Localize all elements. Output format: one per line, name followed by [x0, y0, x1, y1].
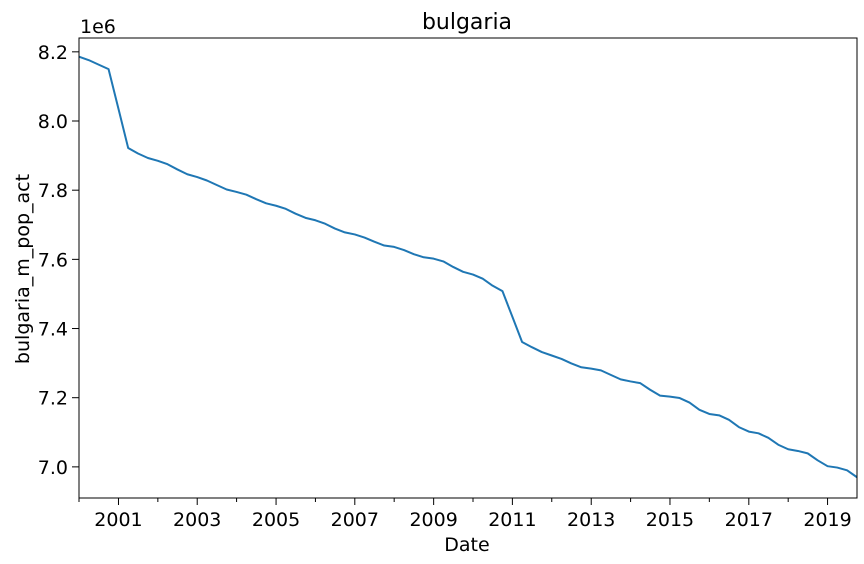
x-tick-label: 2011: [488, 509, 536, 531]
x-tick-label: 2005: [252, 509, 300, 531]
y-tick-label: 7.8: [38, 180, 68, 202]
plot-area: [78, 55, 858, 479]
x-axis: 2001 2003 2005 2007 2009 2011 2013 2015 2017 2019: [78, 498, 852, 531]
y-axis: 7.0 7.2 7.4 7.6 7.8 8.0 8.2: [38, 42, 79, 479]
y-axis-label: bulgaria_m_pop_act: [12, 174, 34, 364]
x-tick-label: 2003: [173, 509, 221, 531]
y-tick-label: 7.0: [38, 457, 68, 479]
x-tick-label: 2015: [646, 509, 694, 531]
x-tick-label: 2019: [803, 509, 851, 531]
plot-frame: [78, 37, 858, 499]
y-tick-label: 8.0: [38, 111, 68, 133]
x-tick-label: 2007: [331, 509, 379, 531]
y-tick-label: 8.2: [38, 42, 68, 64]
x-tick-label: 2013: [567, 509, 615, 531]
y-tick-label: 7.4: [38, 319, 68, 341]
y-tick-label: 7.2: [38, 388, 68, 410]
chart-title: bulgaria: [422, 10, 512, 35]
y-tick-label: 7.6: [38, 249, 68, 271]
x-tick-label: 2009: [409, 509, 457, 531]
x-tick-label: 2017: [725, 509, 773, 531]
x-axis-label: Date: [444, 534, 489, 556]
series-line: [78, 55, 858, 479]
y-offset-label: 1e6: [80, 16, 116, 38]
x-tick-label: 2001: [94, 509, 142, 531]
